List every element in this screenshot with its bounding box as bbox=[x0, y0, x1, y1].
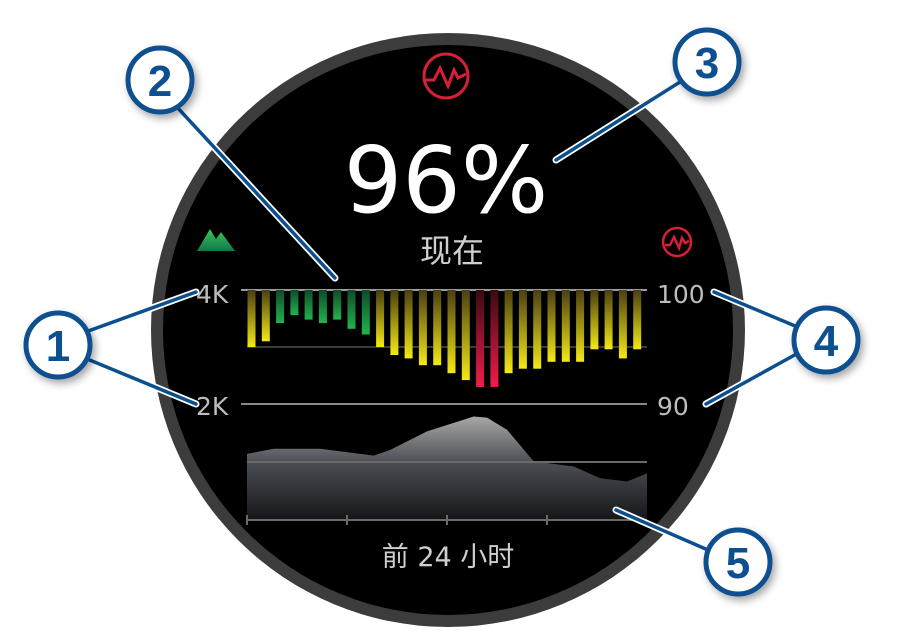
svg-text:2: 2 bbox=[148, 57, 172, 106]
spo2-bar bbox=[347, 290, 356, 329]
pulse-ox-icon-small bbox=[661, 226, 693, 258]
spo2-axis-bottom: 90 bbox=[657, 392, 689, 421]
spo2-bar bbox=[304, 290, 313, 320]
spo2-bar bbox=[561, 290, 570, 362]
svg-text:1: 1 bbox=[46, 322, 70, 371]
value-caption: 现在 bbox=[420, 232, 484, 270]
svg-text:5: 5 bbox=[726, 539, 750, 588]
pulse-ox-icon bbox=[422, 52, 470, 100]
spo2-bar bbox=[576, 290, 585, 362]
spo2-bar bbox=[461, 290, 470, 381]
spo2-bar bbox=[333, 290, 342, 320]
spo2-bar bbox=[518, 290, 527, 369]
callout-5: 5 bbox=[703, 527, 773, 597]
spo2-bar bbox=[247, 290, 256, 347]
callout-leaders bbox=[76, 78, 804, 554]
elevation-axis-bottom: 2K bbox=[196, 392, 229, 421]
spo2-bar bbox=[376, 290, 385, 347]
spo2-bar-chart bbox=[247, 290, 642, 387]
spo2-bar bbox=[618, 290, 627, 359]
spo2-bar bbox=[404, 290, 413, 359]
time-range-label: 前 24 小时 bbox=[382, 542, 515, 573]
spo2-bar bbox=[604, 290, 613, 350]
spo2-bar bbox=[504, 290, 513, 374]
mountain-elevation-icon bbox=[197, 229, 235, 251]
spo2-bar bbox=[290, 290, 299, 316]
spo2-bar bbox=[361, 290, 370, 335]
spo2-bar bbox=[590, 290, 599, 350]
svg-text:3: 3 bbox=[695, 39, 719, 88]
elevation-area bbox=[247, 416, 647, 520]
callout-3: 3 bbox=[672, 27, 742, 97]
spo2-bar bbox=[633, 290, 642, 350]
spo2-value: 96% bbox=[344, 127, 548, 234]
elevation-axis-top: 4K bbox=[196, 280, 229, 309]
svg-text:4: 4 bbox=[814, 317, 839, 366]
callout-1: 1 bbox=[23, 310, 93, 380]
spo2-bar bbox=[276, 290, 285, 324]
spo2-bar bbox=[261, 290, 270, 342]
spo2-bar bbox=[433, 290, 442, 366]
spo2-axis-top: 100 bbox=[657, 280, 705, 309]
callout-4: 4 bbox=[791, 305, 861, 375]
elevation-area-chart bbox=[247, 416, 647, 520]
spo2-bar bbox=[547, 290, 556, 362]
spo2-bar bbox=[447, 290, 456, 374]
spo2-bar bbox=[318, 290, 327, 324]
spo2-bar bbox=[533, 290, 542, 369]
spo2-bar bbox=[490, 290, 499, 387]
spo2-bar bbox=[476, 290, 485, 387]
spo2-bar bbox=[418, 290, 427, 366]
callout-2: 2 bbox=[125, 45, 195, 115]
spo2-bar bbox=[390, 290, 399, 355]
